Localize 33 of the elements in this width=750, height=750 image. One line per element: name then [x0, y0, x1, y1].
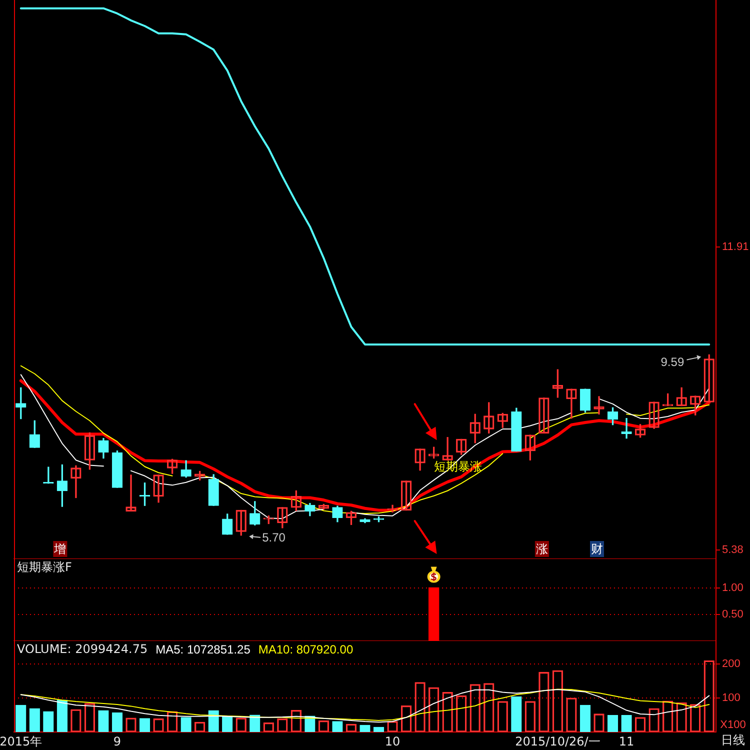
annotation: 财: [591, 542, 603, 556]
bar: [43, 711, 54, 732]
x-tick-label: 2015年: [0, 734, 42, 748]
x-tick-label: 11: [618, 734, 634, 748]
candlestick: [387, 504, 398, 512]
chart-title: 短期暴涨F: [17, 560, 72, 574]
y-axis-title: X100: [720, 719, 746, 732]
bar: [580, 704, 591, 732]
bar: [56, 700, 68, 732]
bar: [112, 712, 123, 732]
bar: [16, 704, 26, 732]
chart-title: VOLUME: 2099424.75: [17, 642, 148, 656]
y-tick-label: 100: [722, 692, 740, 704]
annotation: 5.70: [262, 530, 286, 545]
y-tick-label: 5.38: [722, 544, 744, 556]
x-tick-label: 9: [113, 734, 122, 748]
x-tick-label: 10: [384, 734, 400, 748]
annotation: 涨: [536, 542, 548, 556]
bar: [98, 710, 109, 732]
x-tick-label: 2015/10/26/一: [515, 734, 600, 748]
bar: [29, 708, 40, 732]
annotation: 增: [53, 542, 66, 556]
annotation: 9.59: [660, 355, 684, 370]
y-tick-label: 0.50: [722, 608, 744, 620]
y-tick-label: 200: [722, 658, 740, 670]
bar: [208, 710, 219, 732]
bar: [373, 726, 384, 732]
text: MA10: 807920.00: [258, 642, 354, 656]
y-tick-label: 1.00: [722, 582, 744, 594]
text: MA5: 1072851.25: [156, 642, 251, 656]
text: 日线: [721, 733, 745, 748]
candlestick: [538, 398, 550, 434]
y-tick-label: 11.91: [722, 241, 749, 254]
